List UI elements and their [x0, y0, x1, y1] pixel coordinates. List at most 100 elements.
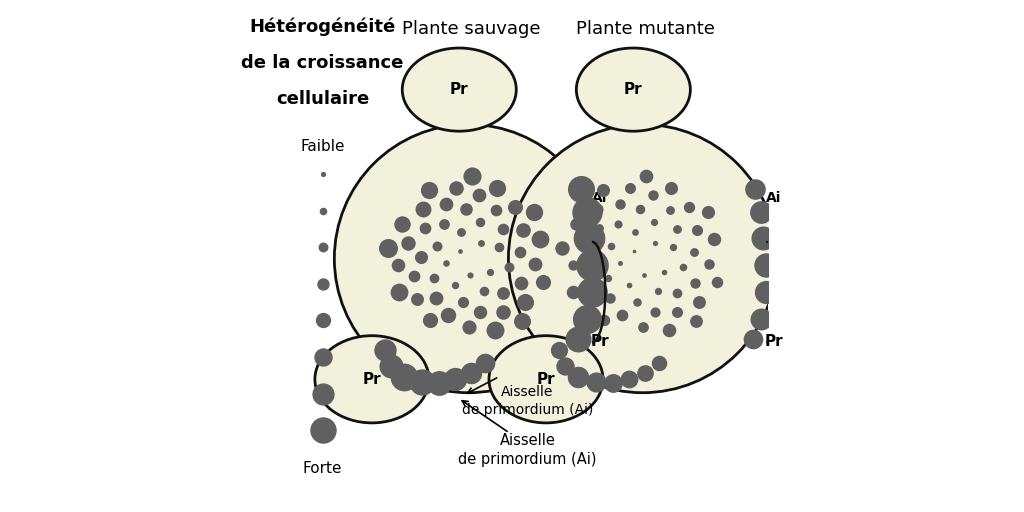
- Point: [709, 278, 725, 286]
- Point: [461, 323, 477, 331]
- Point: [551, 346, 567, 354]
- Point: [476, 359, 493, 367]
- Point: [688, 317, 705, 325]
- Point: [614, 311, 631, 319]
- Point: [626, 247, 642, 255]
- Point: [455, 298, 471, 307]
- Point: [603, 241, 620, 249]
- Point: [583, 294, 599, 303]
- Ellipse shape: [315, 336, 429, 423]
- Point: [496, 225, 512, 233]
- Point: [512, 247, 528, 255]
- Point: [472, 218, 488, 226]
- Point: [588, 378, 604, 386]
- Point: [669, 289, 685, 297]
- Text: cellulaire: cellulaire: [275, 90, 370, 108]
- Point: [588, 252, 604, 261]
- Point: [646, 308, 663, 316]
- Point: [686, 247, 702, 255]
- Point: [513, 279, 529, 287]
- Text: Faible: Faible: [300, 139, 345, 154]
- Point: [649, 287, 666, 295]
- Point: [691, 297, 708, 306]
- Point: [526, 260, 543, 268]
- Point: [428, 294, 444, 302]
- Circle shape: [508, 124, 776, 393]
- Point: [646, 239, 663, 247]
- Point: [568, 220, 585, 228]
- Point: [579, 207, 595, 216]
- Point: [446, 375, 463, 383]
- Point: [314, 316, 331, 325]
- Point: [589, 205, 605, 213]
- Point: [753, 207, 769, 216]
- Point: [650, 359, 667, 367]
- Point: [314, 426, 331, 434]
- Text: Pr: Pr: [591, 334, 609, 349]
- Point: [431, 379, 447, 388]
- Point: [452, 247, 468, 255]
- Point: [584, 288, 600, 296]
- Point: [605, 379, 622, 388]
- Point: [700, 260, 717, 268]
- Point: [440, 311, 457, 319]
- Point: [314, 390, 331, 398]
- Point: [436, 220, 453, 228]
- Point: [495, 308, 511, 316]
- Point: [755, 234, 771, 243]
- Point: [314, 280, 331, 288]
- Text: Ai: Ai: [592, 191, 607, 205]
- Point: [758, 288, 774, 296]
- Point: [656, 268, 673, 276]
- Point: [472, 308, 488, 316]
- Ellipse shape: [402, 48, 516, 131]
- Point: [463, 172, 479, 180]
- Text: Plante mutante: Plante mutante: [575, 20, 715, 38]
- Point: [579, 315, 595, 323]
- Point: [380, 244, 396, 252]
- Point: [675, 263, 691, 271]
- Point: [414, 252, 430, 261]
- Point: [612, 259, 629, 267]
- Point: [453, 227, 469, 236]
- Point: [665, 243, 681, 251]
- Point: [629, 298, 645, 307]
- Point: [573, 239, 590, 247]
- Point: [526, 208, 543, 216]
- Point: [399, 239, 416, 247]
- Point: [514, 317, 530, 325]
- Point: [472, 239, 488, 247]
- Point: [632, 205, 648, 213]
- Point: [557, 362, 573, 370]
- Point: [314, 353, 331, 361]
- Point: [744, 335, 761, 343]
- Point: [610, 220, 627, 228]
- Point: [748, 185, 764, 193]
- Point: [475, 287, 492, 295]
- Point: [564, 261, 581, 269]
- Point: [507, 203, 523, 211]
- Text: Aisselle
de primordium (Ai): Aisselle de primordium (Ai): [462, 386, 593, 417]
- Point: [700, 208, 717, 216]
- Text: Aisselle
de primordium (Ai): Aisselle de primordium (Ai): [458, 433, 597, 466]
- Text: Pr: Pr: [537, 372, 555, 387]
- Point: [486, 326, 503, 334]
- Point: [706, 235, 722, 243]
- Point: [447, 183, 464, 191]
- Point: [669, 308, 685, 316]
- Point: [495, 289, 511, 297]
- Point: [531, 235, 548, 243]
- Point: [627, 227, 643, 236]
- Point: [621, 375, 637, 383]
- Point: [758, 261, 774, 269]
- Point: [415, 205, 431, 213]
- Point: [390, 288, 407, 296]
- Point: [564, 288, 581, 296]
- Point: [636, 270, 652, 279]
- Point: [396, 373, 413, 381]
- Point: [420, 186, 436, 195]
- Point: [482, 268, 499, 276]
- Point: [406, 272, 422, 280]
- Point: [594, 186, 610, 195]
- Point: [570, 373, 587, 381]
